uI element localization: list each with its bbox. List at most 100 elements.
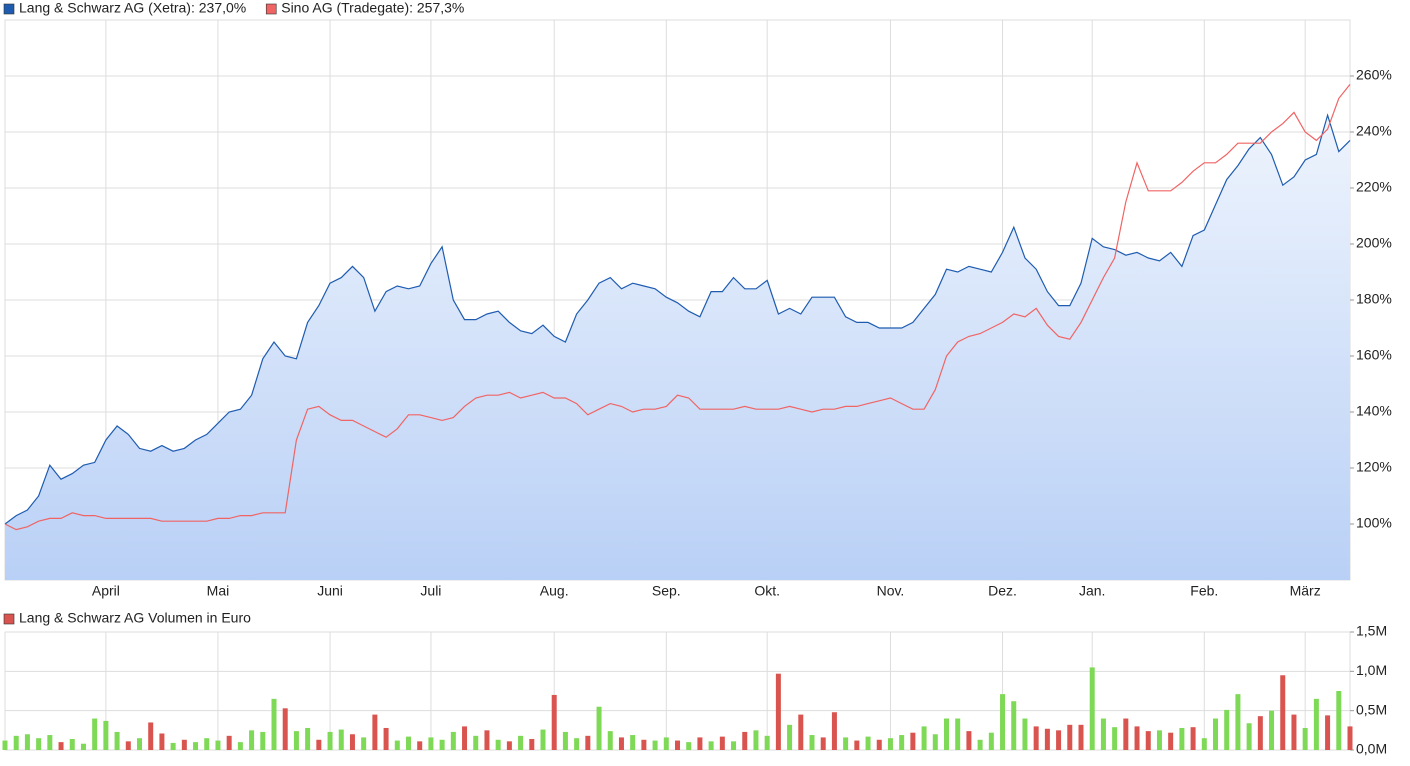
bar (2, 740, 8, 750)
bar (764, 735, 770, 750)
bar (775, 673, 781, 750)
bar (260, 731, 266, 750)
bar (1067, 724, 1073, 750)
bar (92, 718, 98, 750)
bar (24, 734, 30, 750)
bar (125, 741, 131, 750)
bar (1112, 727, 1118, 750)
bar (641, 739, 647, 750)
bar (865, 736, 871, 750)
bar (854, 740, 860, 750)
bar (103, 720, 109, 750)
bar (193, 742, 199, 750)
bar (1022, 718, 1028, 750)
bar (237, 742, 243, 750)
x-tick-label: Feb. (1190, 583, 1218, 599)
bar (1134, 726, 1140, 750)
bar (282, 708, 288, 750)
bar (820, 737, 826, 750)
legend-label: Sino AG (Tradegate): 257,3% (281, 0, 464, 16)
bar (58, 742, 64, 750)
bar (36, 738, 42, 750)
bar (1156, 730, 1162, 750)
x-tick-label: Okt. (754, 583, 780, 599)
bar (215, 740, 221, 750)
bar (551, 694, 557, 750)
bar (1325, 715, 1331, 750)
bar (697, 737, 703, 750)
bar (439, 739, 445, 750)
bar (1269, 710, 1275, 750)
line (4, 84, 1351, 531)
bar (562, 731, 568, 750)
bar (80, 743, 86, 750)
x-tick-label: Jan. (1079, 583, 1105, 599)
bar (1078, 724, 1084, 750)
bar (663, 737, 669, 750)
y-tick-label: 220% (1356, 179, 1392, 195)
y-tick-label: 240% (1356, 123, 1392, 139)
bar (159, 733, 165, 750)
bar (540, 729, 546, 750)
y-tick-label: 140% (1356, 403, 1392, 419)
bar (249, 730, 255, 750)
bar (585, 735, 591, 750)
bar (361, 737, 367, 750)
bar (529, 738, 535, 750)
y-tick-label: 180% (1356, 291, 1392, 307)
bar (843, 737, 849, 750)
bar (13, 735, 19, 750)
y-tick-label: 100% (1356, 515, 1392, 531)
x-tick-label: April (92, 583, 120, 599)
bar (574, 738, 580, 750)
bar (417, 741, 423, 750)
bar (932, 734, 938, 750)
bar (977, 739, 983, 750)
bar (170, 742, 176, 750)
bar (944, 718, 949, 750)
line (4, 113, 1351, 525)
y-tick-label: 260% (1356, 67, 1392, 83)
bar (473, 735, 479, 750)
bar (47, 735, 53, 750)
bar (484, 730, 490, 750)
bar (731, 741, 737, 750)
bar (596, 706, 602, 750)
bar (1347, 726, 1353, 750)
x-tick-label: Nov. (877, 583, 905, 599)
bar (137, 738, 142, 750)
x-tick-label: Aug. (540, 583, 569, 599)
x-tick-label: Juli (420, 583, 441, 599)
bar (921, 726, 927, 750)
bar (719, 736, 725, 750)
bar (798, 714, 804, 750)
bar (518, 735, 524, 750)
bar (69, 738, 75, 750)
y-tick-label: 120% (1356, 459, 1392, 475)
bar (831, 712, 837, 750)
y-tick-label: 1,5M (1356, 623, 1387, 639)
bar (450, 731, 456, 750)
bar (787, 724, 793, 750)
bar (966, 731, 972, 750)
bar (338, 729, 344, 750)
bar (1011, 701, 1017, 750)
bar (1145, 731, 1151, 750)
bar (1302, 727, 1308, 750)
y-tick-label: 200% (1356, 235, 1392, 251)
bar (428, 737, 434, 750)
bar (305, 727, 311, 750)
bar (327, 731, 333, 750)
bar (1224, 709, 1230, 750)
bar (114, 731, 120, 750)
bar (226, 735, 232, 750)
bar (876, 739, 882, 750)
bar (618, 737, 624, 750)
bar (607, 731, 613, 750)
x-tick-label: Dez. (988, 583, 1017, 599)
x-tick-label: März (1290, 583, 1321, 599)
bar (1257, 716, 1263, 750)
bar (1280, 675, 1286, 750)
bar (1235, 694, 1241, 750)
